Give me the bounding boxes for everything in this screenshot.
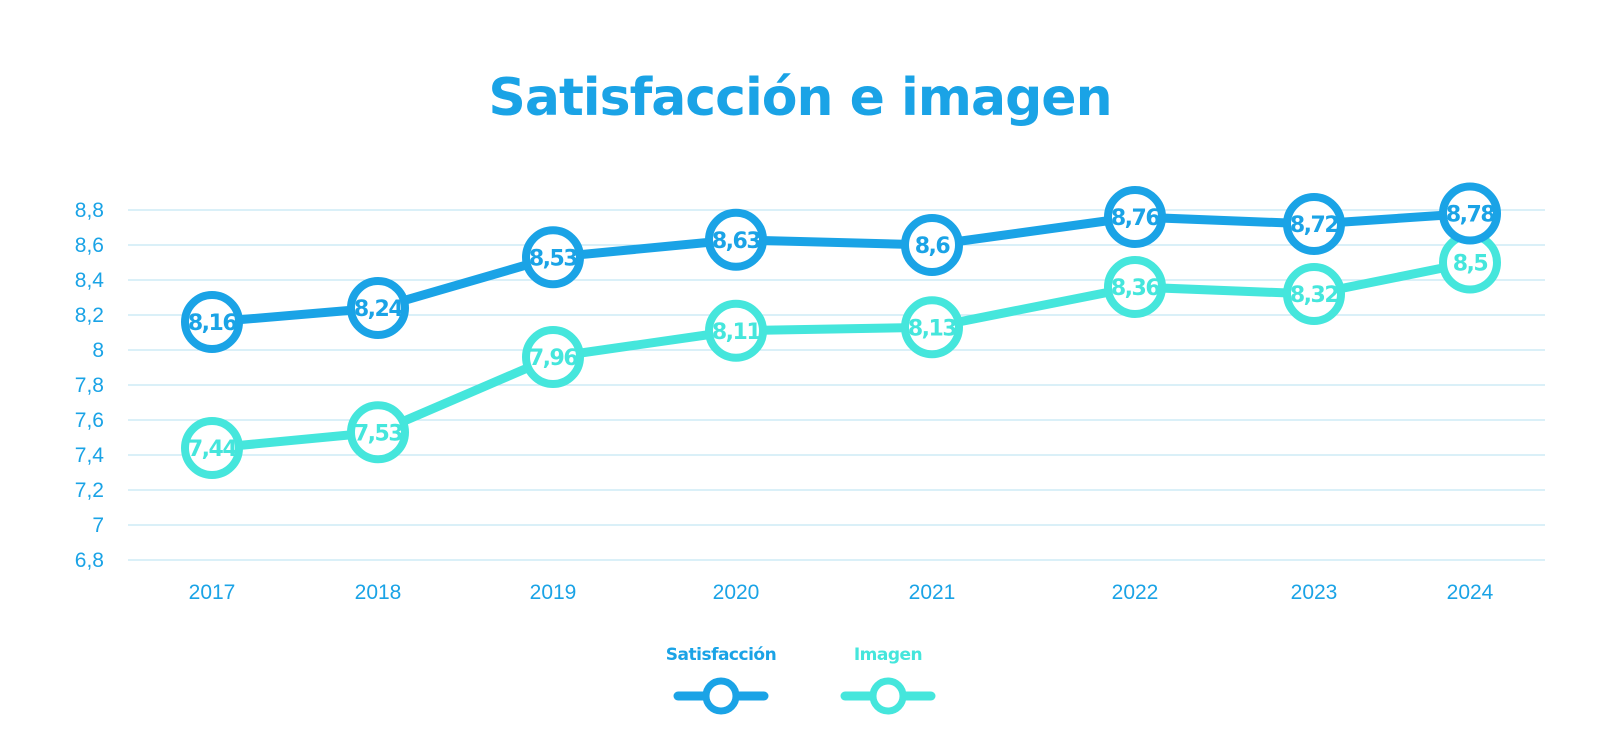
y-tick-label: 8,8 <box>75 199 104 222</box>
data-point <box>347 401 409 464</box>
y-tick-label: 7,6 <box>75 409 104 432</box>
data-label: 8,13 <box>908 316 956 341</box>
series-satisfacci-n: 8,16 8,24 8,53 8,63 8,6 8,76 8,72 8,78 <box>181 182 1501 353</box>
x-tick-label: 2017 <box>189 581 236 604</box>
data-label: 8,76 <box>1111 206 1160 231</box>
y-axis-ticks: 6,8 7 7,2 7,4 7,6 7,8 8 8,2 8,4 8,6 8,8 <box>75 199 105 572</box>
data-point <box>1104 256 1166 318</box>
grid-lines <box>128 209 1545 561</box>
data-point <box>1283 263 1345 325</box>
legend: Satisfacción Imagen <box>666 645 936 715</box>
legend-item: Imagen <box>840 645 936 715</box>
y-tick-label: 8,4 <box>75 269 105 292</box>
data-label: 8,5 <box>1453 252 1488 277</box>
data-point <box>1283 193 1345 255</box>
y-tick-label: 7,8 <box>75 374 104 397</box>
data-label: 8,16 <box>188 311 237 336</box>
data-point <box>901 296 963 359</box>
y-tick-label: 8,6 <box>75 234 104 257</box>
x-tick-label: 2022 <box>1112 581 1159 604</box>
y-tick-label: 8,2 <box>75 304 104 327</box>
x-tick-label: 2024 <box>1447 581 1494 604</box>
series-imagen: 7,44 7,53 7,96 8,11 8,13 8,36 8,32 8,5 <box>181 231 1501 479</box>
series-layer: 7,447,537,968,11 8,138,36 8,328,58,168,248… <box>181 182 1501 479</box>
data-label: 7,96 <box>529 346 578 371</box>
y-tick-label: 6,8 <box>75 549 104 572</box>
y-tick-label: 7,4 <box>75 444 105 467</box>
data-label: 8,36 <box>1111 276 1160 301</box>
legend-marker <box>702 677 740 715</box>
data-label: 8,24 <box>354 297 403 322</box>
data-point <box>181 291 243 353</box>
data-label: 8,32 <box>1290 283 1338 308</box>
data-label: 8,11 <box>712 320 760 345</box>
legend-item: Satisfacción <box>666 645 777 715</box>
data-label: 8,78 <box>1446 203 1494 228</box>
data-point <box>522 326 584 388</box>
data-point <box>522 226 584 289</box>
data-label: 8,6 <box>915 234 951 259</box>
data-label: 7,53 <box>354 421 402 446</box>
y-tick-label: 8 <box>92 339 104 362</box>
data-point <box>1104 186 1166 248</box>
data-point <box>347 277 409 339</box>
chart-title: Satisfacción e imagen <box>488 68 1111 128</box>
legend-marker <box>869 677 907 715</box>
x-tick-label: 2023 <box>1291 581 1338 604</box>
data-label: 7,44 <box>188 437 237 462</box>
data-point <box>181 417 243 479</box>
data-point <box>1439 182 1501 245</box>
legend-label: Satisfacción <box>666 645 776 665</box>
data-label: 8,72 <box>1290 213 1338 238</box>
x-tick-label: 2021 <box>909 581 956 604</box>
data-label: 8,63 <box>712 229 760 254</box>
legend-label: Imagen <box>854 645 922 665</box>
data-label: 8,53 <box>529 246 577 271</box>
data-point <box>705 208 767 271</box>
y-tick-label: 7 <box>92 514 104 537</box>
x-tick-label: 2018 <box>355 581 402 604</box>
x-tick-label: 2020 <box>713 581 760 604</box>
x-axis-ticks: 2017 2018 2019 2020 2021 2022 2023 2024 <box>189 581 1494 604</box>
data-point <box>901 214 963 276</box>
data-point <box>705 299 767 362</box>
y-tick-label: 7,2 <box>75 479 104 502</box>
x-tick-label: 2019 <box>530 581 577 604</box>
